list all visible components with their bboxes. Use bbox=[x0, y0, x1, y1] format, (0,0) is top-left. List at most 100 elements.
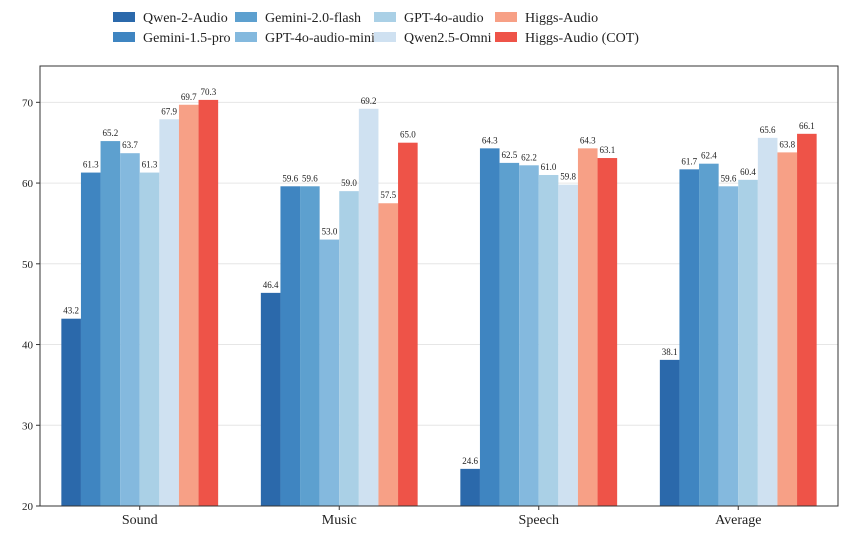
legend-swatch bbox=[113, 32, 135, 42]
bar bbox=[80, 172, 101, 507]
legend-swatch bbox=[495, 32, 517, 42]
data-label: 62.2 bbox=[521, 152, 537, 162]
legend-swatch bbox=[113, 12, 135, 22]
data-label: 59.6 bbox=[302, 173, 318, 183]
bar bbox=[777, 152, 798, 506]
bar bbox=[499, 162, 520, 506]
data-label: 61.0 bbox=[541, 162, 557, 172]
legend-item: GPT-4o-audio bbox=[374, 11, 484, 26]
legend-label: GPT-4o-audio-mini bbox=[265, 31, 375, 46]
legend-swatch bbox=[495, 12, 517, 22]
legend-swatch bbox=[235, 12, 257, 22]
bar bbox=[558, 184, 578, 506]
bar bbox=[339, 191, 359, 506]
data-label: 64.3 bbox=[482, 135, 498, 145]
data-label: 69.7 bbox=[181, 92, 197, 102]
bar bbox=[358, 108, 379, 506]
data-label: 57.5 bbox=[380, 190, 396, 200]
legend-label: Higgs-Audio bbox=[525, 11, 598, 26]
data-label: 62.5 bbox=[501, 150, 517, 160]
data-label: 24.6 bbox=[462, 456, 478, 466]
y-tick-label: 50 bbox=[22, 259, 34, 271]
data-label: 64.3 bbox=[580, 135, 596, 145]
data-label: 70.3 bbox=[200, 87, 216, 97]
legend-label: Gemini-2.0-flash bbox=[265, 11, 361, 26]
x-tick-label: Music bbox=[322, 513, 357, 528]
data-label: 62.4 bbox=[701, 151, 717, 161]
legend-item: GPT-4o-audio-mini bbox=[235, 31, 375, 46]
data-label: 38.1 bbox=[662, 347, 678, 357]
bar bbox=[120, 153, 140, 506]
legend-item: Gemini-1.5-pro bbox=[113, 31, 230, 46]
data-label: 61.3 bbox=[83, 160, 99, 170]
bar bbox=[538, 174, 559, 506]
bar bbox=[577, 148, 598, 506]
bar bbox=[61, 318, 81, 506]
data-label: 60.4 bbox=[740, 167, 756, 177]
legend-label: Gemini-1.5-pro bbox=[143, 31, 230, 46]
bar bbox=[718, 186, 739, 506]
x-tick-label: Speech bbox=[519, 513, 559, 528]
data-label: 61.7 bbox=[681, 156, 697, 166]
legend-swatch bbox=[235, 32, 257, 42]
legend-item: Qwen-2-Audio bbox=[113, 11, 228, 26]
y-tick-label: 40 bbox=[22, 340, 34, 352]
bar bbox=[378, 203, 399, 506]
data-label: 63.7 bbox=[122, 140, 138, 150]
legend-label: Qwen-2-Audio bbox=[143, 11, 228, 26]
data-label: 65.6 bbox=[760, 125, 776, 135]
plot-frame bbox=[39, 65, 839, 507]
bar bbox=[100, 141, 121, 506]
data-label: 61.3 bbox=[142, 160, 158, 170]
bar bbox=[460, 468, 480, 506]
data-label: 59.8 bbox=[560, 172, 576, 182]
bar bbox=[659, 359, 680, 506]
bar bbox=[198, 99, 219, 506]
data-label: 59.0 bbox=[341, 178, 357, 188]
legend-label: Higgs-Audio (COT) bbox=[525, 31, 639, 46]
y-tick-label: 30 bbox=[22, 420, 34, 432]
legend-label: GPT-4o-audio bbox=[404, 11, 484, 26]
legend-item: Gemini-2.0-flash bbox=[235, 11, 361, 26]
data-label: 43.2 bbox=[63, 306, 79, 316]
x-tick-label: Sound bbox=[122, 513, 158, 528]
bar bbox=[260, 292, 281, 506]
x-tick-label: Average bbox=[715, 513, 761, 528]
bar bbox=[280, 186, 301, 506]
data-label: 65.2 bbox=[102, 128, 118, 138]
data-label: 67.9 bbox=[161, 106, 177, 116]
bar bbox=[398, 142, 418, 506]
bar bbox=[479, 148, 500, 506]
data-label: 69.2 bbox=[361, 96, 377, 106]
bar bbox=[139, 172, 160, 507]
data-label: 63.1 bbox=[599, 145, 615, 155]
data-label: 66.1 bbox=[799, 121, 815, 131]
bar bbox=[319, 239, 340, 506]
bar bbox=[597, 158, 618, 507]
bar bbox=[159, 119, 179, 507]
bar bbox=[757, 137, 778, 506]
legend-item: Higgs-Audio bbox=[495, 11, 598, 26]
legend-item: Higgs-Audio (COT) bbox=[495, 31, 639, 46]
y-tick-label: 70 bbox=[22, 97, 34, 109]
bar bbox=[679, 169, 700, 506]
y-tick-label: 60 bbox=[22, 178, 34, 190]
legend-swatch bbox=[374, 12, 396, 22]
legend-item: Qwen2.5-Omni bbox=[374, 31, 492, 46]
bar bbox=[519, 165, 539, 507]
bar bbox=[797, 133, 817, 506]
bar bbox=[699, 163, 719, 506]
data-label: 65.0 bbox=[400, 130, 416, 140]
data-label: 53.0 bbox=[322, 227, 338, 237]
legend-swatch bbox=[374, 32, 396, 42]
data-label: 59.6 bbox=[282, 173, 298, 183]
bar bbox=[738, 179, 758, 506]
data-label: 63.8 bbox=[779, 139, 795, 149]
bar bbox=[300, 186, 320, 506]
bar bbox=[178, 104, 199, 507]
y-tick-label: 20 bbox=[22, 501, 34, 513]
data-label: 59.6 bbox=[721, 173, 737, 183]
data-label: 46.4 bbox=[263, 280, 279, 290]
